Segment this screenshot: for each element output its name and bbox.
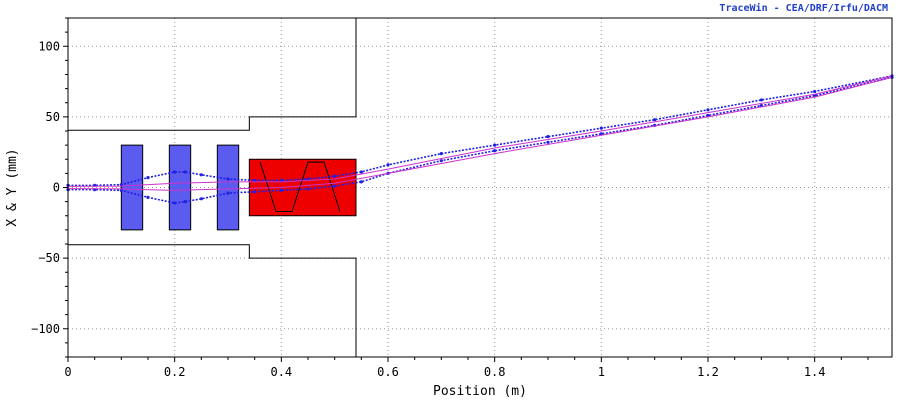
envelope-upper-x-point [306,177,310,181]
envelope-upper-x-point [813,89,817,94]
aperture-lines [68,18,357,357]
envelope-lower-x-point [333,184,337,188]
envelope-upper-x-point [759,98,763,102]
envelope-lower-x-point [183,200,187,204]
y-tick-label: 50 [46,110,60,124]
envelope-upper-x-point [199,173,203,177]
y-axis-label: X & Y (mm) [5,148,20,226]
envelope-lower-x-point [546,140,550,144]
x-tick-label: 1 [598,365,605,379]
envelope-upper-x-point [439,152,443,156]
envelope-upper-x-point [493,143,497,147]
envelope-upper-x-point [173,170,177,174]
software-credit: TraceWin - CEA/DRF/Irfu/DACM [719,3,888,14]
envelope-upper-x-point [706,108,710,112]
envelope-upper-x-point [226,177,230,181]
y-tick-label: 0 [53,181,60,195]
cavity-field-profile [259,161,341,213]
envelope-lower-x-point [306,187,310,191]
x-tick-label: 1.2 [697,365,719,379]
envelope-lower-x-point [119,188,123,192]
envelope-inner-upper-line [67,75,893,187]
envelope-upper-x-line [68,75,893,187]
envelope-upper-x-point [386,163,390,167]
envelope-upper-x-point [333,174,337,178]
lattice-elements [120,144,357,231]
y-tick-label: 100 [38,39,60,53]
x-tick-label: 0.2 [164,365,186,379]
grid [68,18,892,357]
x-axis-label: Position (m) [433,384,527,399]
envelope-upper-x-point [599,126,603,130]
envelope-lower-x-point [493,149,497,153]
envelope-upper-x-point [253,178,257,183]
aperture-lower-line [68,244,357,357]
envelope-upper-x-point [183,170,187,174]
envelope-inner-lower-line [67,76,893,191]
envelope-lower-x-point [439,159,443,163]
x-tick-label: 0.6 [377,365,399,379]
envelope-lower-x-point [173,201,177,205]
envelope-lower-x-point [359,180,363,184]
aperture-upper-line [68,18,357,131]
envelope-upper-x-point [279,178,283,183]
quadrupole-element [168,144,192,231]
envelope-upper-x-point [119,183,123,187]
x-tick-label: 0.4 [270,365,292,379]
envelope-series [66,74,894,205]
envelope-lower-x-point [199,197,203,201]
x-tick-label: 0 [64,365,71,379]
axis-ticks: 0 0.2 0.4 0.6 0.8 1 1.2 1.4 −100 −50 0 50 100 [31,17,869,379]
y-tick-label: −50 [38,251,60,265]
envelope-upper-x-point [653,118,657,122]
envelope-lower-x-point [146,195,150,199]
envelope-upper-x-point [146,176,150,180]
envelope-lower-x-line [68,76,893,204]
x-tick-label: 0.8 [484,365,506,379]
x-tick-label: 1.4 [804,365,826,379]
envelope-lower-x-point [226,191,230,195]
envelope-lower-x-point [253,190,257,194]
quadrupole-element [120,144,144,231]
envelope-upper-x-point [359,170,363,174]
quadrupole-element [216,144,240,231]
envelope-lower-x-point [279,188,283,192]
envelope-upper-x-point [546,135,550,139]
y-tick-label: −100 [31,322,60,336]
